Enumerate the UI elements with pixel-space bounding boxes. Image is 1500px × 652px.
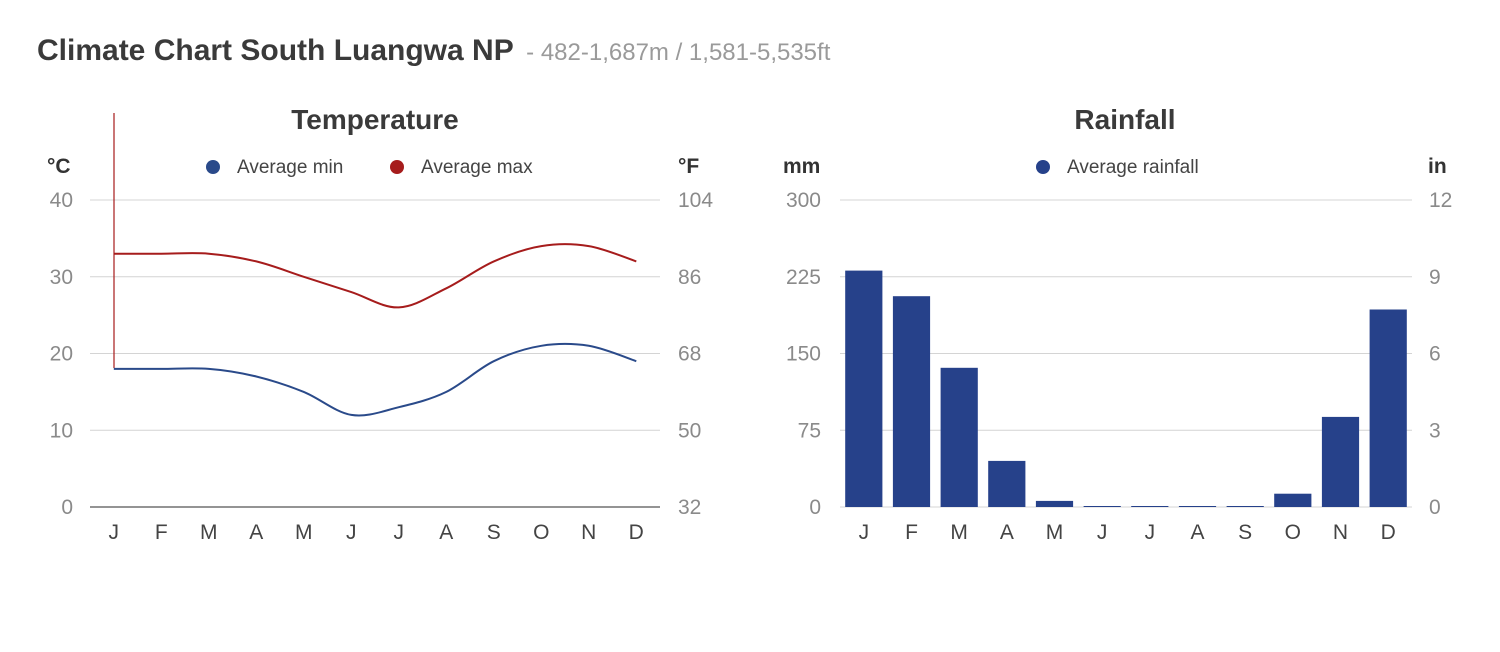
rainfall-bar [1178, 506, 1217, 507]
rainfall-month-label: M [950, 521, 968, 544]
rainfall-bar [1274, 493, 1312, 507]
fahrenheit-unit-label: °F [678, 155, 699, 178]
rainfall-bar [892, 296, 931, 507]
celsius-tick-label: 30 [50, 266, 73, 289]
rainfall-month-label: F [905, 521, 918, 544]
rainfall-chart-title: Rainfall [1074, 104, 1175, 135]
legend-marker-average-rainfall [1036, 160, 1050, 174]
rainfall-chart: Rainfall mm in Average rainfall 0 0 75 3 150… [783, 104, 1452, 544]
rainfall-month-label: J [859, 521, 870, 544]
rainfall-axis-ticks: 0 0 75 3 150 6 225 9 300 12 [786, 189, 1452, 519]
temperature-series [113, 243, 637, 417]
celsius-tick-label: 0 [61, 496, 73, 519]
rainfall-bar [845, 270, 883, 507]
temperature-month-label: D [629, 521, 644, 544]
inch-tick-label: 0 [1429, 496, 1441, 519]
inch-tick-label: 12 [1429, 189, 1452, 212]
page-title: Climate Chart South Luangwa NP - 482-1,6… [37, 34, 830, 68]
legend-label-average-min[interactable]: Average min [237, 157, 343, 178]
mm-tick-label: 75 [798, 419, 821, 442]
temperature-month-label: O [533, 521, 549, 544]
fahrenheit-tick-label: 86 [678, 266, 701, 289]
mm-tick-label: 150 [786, 343, 821, 366]
celsius-tick-label: 40 [50, 189, 73, 212]
temperature-month-label: J [346, 521, 357, 544]
rainfall-month-label: A [1190, 521, 1204, 544]
inch-unit-label: in [1428, 155, 1447, 178]
fahrenheit-tick-label: 32 [678, 496, 701, 519]
temperature-chart: Temperature °C °F Average min Average ma… [47, 104, 713, 544]
rainfall-bar [1369, 309, 1407, 507]
rainfall-bar [1131, 506, 1169, 507]
temperature-legend[interactable]: Average min Average max [206, 157, 533, 178]
inch-tick-label: 6 [1429, 343, 1441, 366]
temperature-month-label: M [200, 521, 218, 544]
legend-marker-average-max [390, 160, 404, 174]
rainfall-bar [1321, 416, 1360, 507]
page-title-main: Climate Chart South Luangwa NP [37, 34, 514, 67]
rainfall-gridlines [840, 199, 1412, 508]
temperature-month-label: S [487, 521, 501, 544]
temperature-month-label: A [249, 521, 263, 544]
rainfall-bar [940, 367, 978, 507]
page-title-elevation: - 482-1,687m / 1,581-5,535ft [526, 39, 831, 66]
temperature-gridlines [90, 199, 660, 431]
rainfall-month-label: N [1333, 521, 1348, 544]
celsius-tick-label: 20 [50, 343, 73, 366]
rainfall-bar [1035, 500, 1074, 507]
rainfall-month-label: J [1145, 521, 1156, 544]
rainfall-month-label: A [1000, 521, 1014, 544]
fahrenheit-tick-label: 68 [678, 343, 701, 366]
rainfall-legend[interactable]: Average rainfall [1036, 157, 1199, 178]
temperature-month-label: F [155, 521, 168, 544]
celsius-tick-label: 10 [50, 419, 73, 442]
temperature-line-average-max [113, 243, 637, 309]
temperature-chart-title: Temperature [291, 104, 459, 135]
inch-tick-label: 9 [1429, 266, 1441, 289]
legend-label-average-rainfall[interactable]: Average rainfall [1067, 157, 1199, 178]
celsius-unit-label: °C [47, 155, 71, 178]
mm-tick-label: 300 [786, 189, 821, 212]
rainfall-bar [1083, 506, 1121, 507]
legend-label-average-max[interactable]: Average max [421, 157, 533, 178]
inch-tick-label: 3 [1429, 419, 1441, 442]
rainfall-bar [988, 460, 1026, 507]
temperature-month-label: M [295, 521, 313, 544]
fahrenheit-tick-label: 50 [678, 419, 701, 442]
rainfall-bar [1226, 506, 1264, 507]
temperature-axis-ticks: 0 32 10 50 20 68 30 86 40 104 [50, 189, 714, 519]
rainfall-month-label: S [1238, 521, 1252, 544]
temperature-month-label: J [109, 521, 120, 544]
temperature-month-label: A [439, 521, 453, 544]
rainfall-month-label: M [1046, 521, 1064, 544]
rainfall-month-label: O [1285, 521, 1301, 544]
mm-tick-label: 0 [809, 496, 821, 519]
temperature-line-average-min [113, 342, 637, 417]
temperature-month-label: J [394, 521, 405, 544]
mm-unit-label: mm [783, 155, 820, 178]
legend-marker-average-min [206, 160, 220, 174]
rainfall-month-label: J [1097, 521, 1108, 544]
temperature-month-label: N [581, 521, 596, 544]
fahrenheit-tick-label: 104 [678, 189, 713, 212]
rainfall-bars [845, 270, 1407, 507]
rainfall-month-label: D [1381, 521, 1396, 544]
mm-tick-label: 225 [786, 266, 821, 289]
